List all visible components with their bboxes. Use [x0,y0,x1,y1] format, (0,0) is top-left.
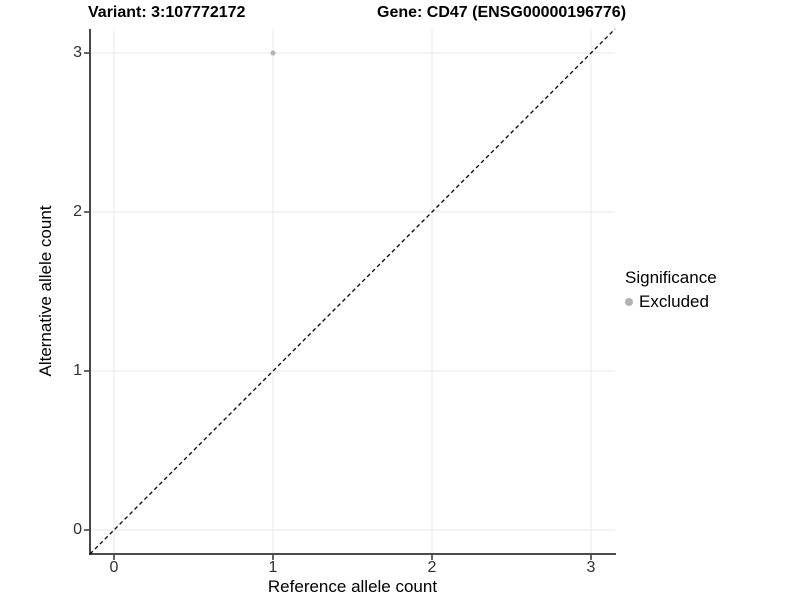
legend-item-excluded: Excluded [625,292,717,312]
x-tick-label-3: 3 [586,559,596,576]
legend: Significance Excluded [625,268,717,312]
legend-title: Significance [625,268,717,287]
identity-dashed-line [89,28,616,555]
x-tick-label-0: 0 [109,559,119,576]
x-tick-label-1: 1 [268,559,278,576]
y-tick-label-2: 2 [73,203,82,220]
gridlines [90,29,615,554]
legend-item-label: Excluded [639,292,709,311]
tick-marks [84,52,592,560]
y-tick-label-0: 0 [73,521,82,538]
data-point-excluded [270,50,276,56]
y-tick-label-3: 3 [73,44,82,61]
x-axis-title: Reference allele count [267,577,438,596]
y-tick-label-1: 1 [73,362,82,379]
x-tick-label-2: 2 [427,559,437,576]
plot-title-gene: Gene: CD47 (ENSG00000196776) [377,4,627,21]
y-axis-title: Alternative allele count [36,205,55,377]
plot-title-variant: Variant: 3:107772172 [88,4,246,21]
legend-key-dot-icon [625,298,633,306]
